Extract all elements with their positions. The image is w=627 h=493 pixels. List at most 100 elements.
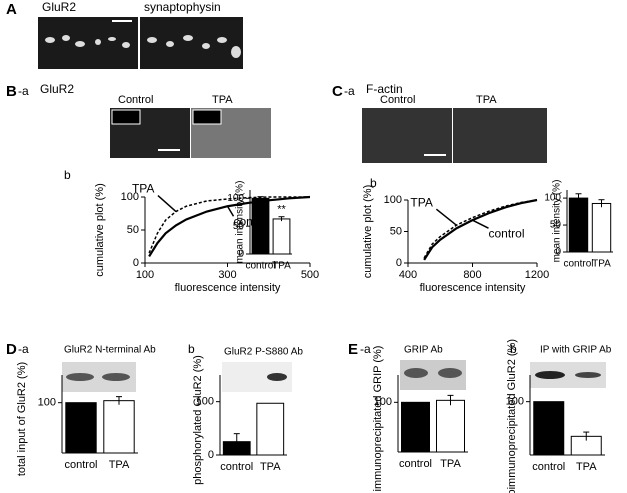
panel-sublabel: b [64,168,71,182]
x-tick-label: TPA [260,461,281,473]
x-tick-label: TPA [576,461,597,473]
bar [533,401,565,456]
inset [111,109,141,125]
x-tick-label: TPA [272,261,291,272]
x-tick-label: 100 [136,269,154,281]
y-tick-label: 100 [196,396,214,408]
band [102,373,130,381]
y-tick-label: 50 [550,220,562,231]
x-axis-label: fluorescence intensity [420,282,526,294]
image-label: Control [118,94,153,106]
band [404,368,428,378]
panel-title: GluR2 [40,82,74,96]
y-axis-label: phosphorylated GluR2 (%) [192,355,204,485]
panel-sublabel: b [510,342,517,356]
band [575,372,601,378]
chart-title: GluR2 N-terminal Ab [64,345,156,356]
y-tick-label: 0 [133,257,139,269]
band [267,373,287,381]
annotation-arrow [472,219,489,229]
y-tick-label: 50 [390,225,402,237]
y-axis-label: mean intensity (%) [235,181,246,264]
x-tick-label: TPA [440,458,461,470]
panel-sublabel: -a [344,84,355,98]
panel-label: E [348,341,358,358]
bar [401,401,430,453]
image-label: TPA [476,94,497,106]
micrograph [140,17,243,69]
y-axis-label: total input of GluR2 (%) [16,362,28,476]
panel-sublabel: -a [18,84,29,98]
x-tick-label: control [532,461,565,473]
x-tick-label: 1200 [525,269,549,281]
y-axis-label: cumulative plot (%) [94,183,106,277]
annotation-arrow [226,205,235,217]
x-tick-label: 400 [399,269,417,281]
x-tick-label: control [563,259,593,270]
x-tick-label: control [220,461,253,473]
chart-title: GRIP Ab [404,345,443,356]
image-label: Control [380,94,415,106]
curve-label: TPA [410,195,432,209]
annotation-arrow [435,208,457,226]
inset [192,109,222,125]
x-axis-label: fluorescence intensity [175,282,281,294]
y-tick-label: 50 [233,221,245,232]
y-tick-label: 100 [374,396,392,408]
panel-sublabel: b [188,342,195,356]
y-tick-label: 100 [506,396,524,408]
bar [436,399,465,453]
bar [251,197,270,255]
micrograph [38,17,138,69]
x-tick-label: 800 [463,269,481,281]
annotation-arrow [157,194,177,213]
x-tick-label: control [399,458,432,470]
bar [256,402,285,456]
bar [65,402,97,454]
band [66,373,94,381]
puncta [45,35,241,58]
x-tick-label: control [245,261,275,272]
x-tick-label: 500 [301,269,319,281]
y-tick-label: 100 [38,397,56,409]
panel-title: F-actin [366,82,403,96]
y-axis-label: coimmunoprecipitated GluR2 (%) [506,339,518,493]
y-axis-label: immunoprecipitated GRIP (%) [372,346,384,492]
curve [148,195,311,257]
micrograph [362,108,452,163]
panel-sublabel: b [370,176,377,190]
y-axis-label: cumulative plot (%) [362,185,374,279]
x-tick-label: 300 [218,269,236,281]
panel-label: D [6,341,17,358]
y-tick-label: 100 [121,191,139,203]
panel-label: C [332,83,343,100]
image-label: GluR2 [42,0,76,14]
significance: ** [277,204,286,216]
panel-sublabel: -a [18,342,29,356]
y-tick-label: 0 [208,449,214,461]
y-tick-label: 0 [555,247,561,258]
band [438,368,462,378]
x-tick-label: TPA [592,259,611,270]
chart-title: GluR2 P-S880 Ab [224,347,303,358]
y-tick-label: 0 [396,257,402,269]
panel-sublabel: -a [360,342,371,356]
panel-label: B [6,83,17,100]
curve-label: control [489,226,525,240]
curve [148,196,310,254]
y-tick-label: 100 [544,193,561,204]
y-tick-label: 100 [384,194,402,206]
x-tick-label: control [64,459,97,471]
curve-label: TPA [132,182,154,196]
image-label: TPA [212,94,233,106]
y-tick-label: 0 [238,249,244,260]
y-tick-label: 100 [227,193,244,204]
micrograph [453,108,547,163]
bar [103,400,135,454]
y-axis-label: mean intensity (%) [552,180,563,263]
y-tick-label: 50 [127,224,139,236]
bar [591,202,612,253]
bar [568,197,589,253]
bar [272,218,291,255]
